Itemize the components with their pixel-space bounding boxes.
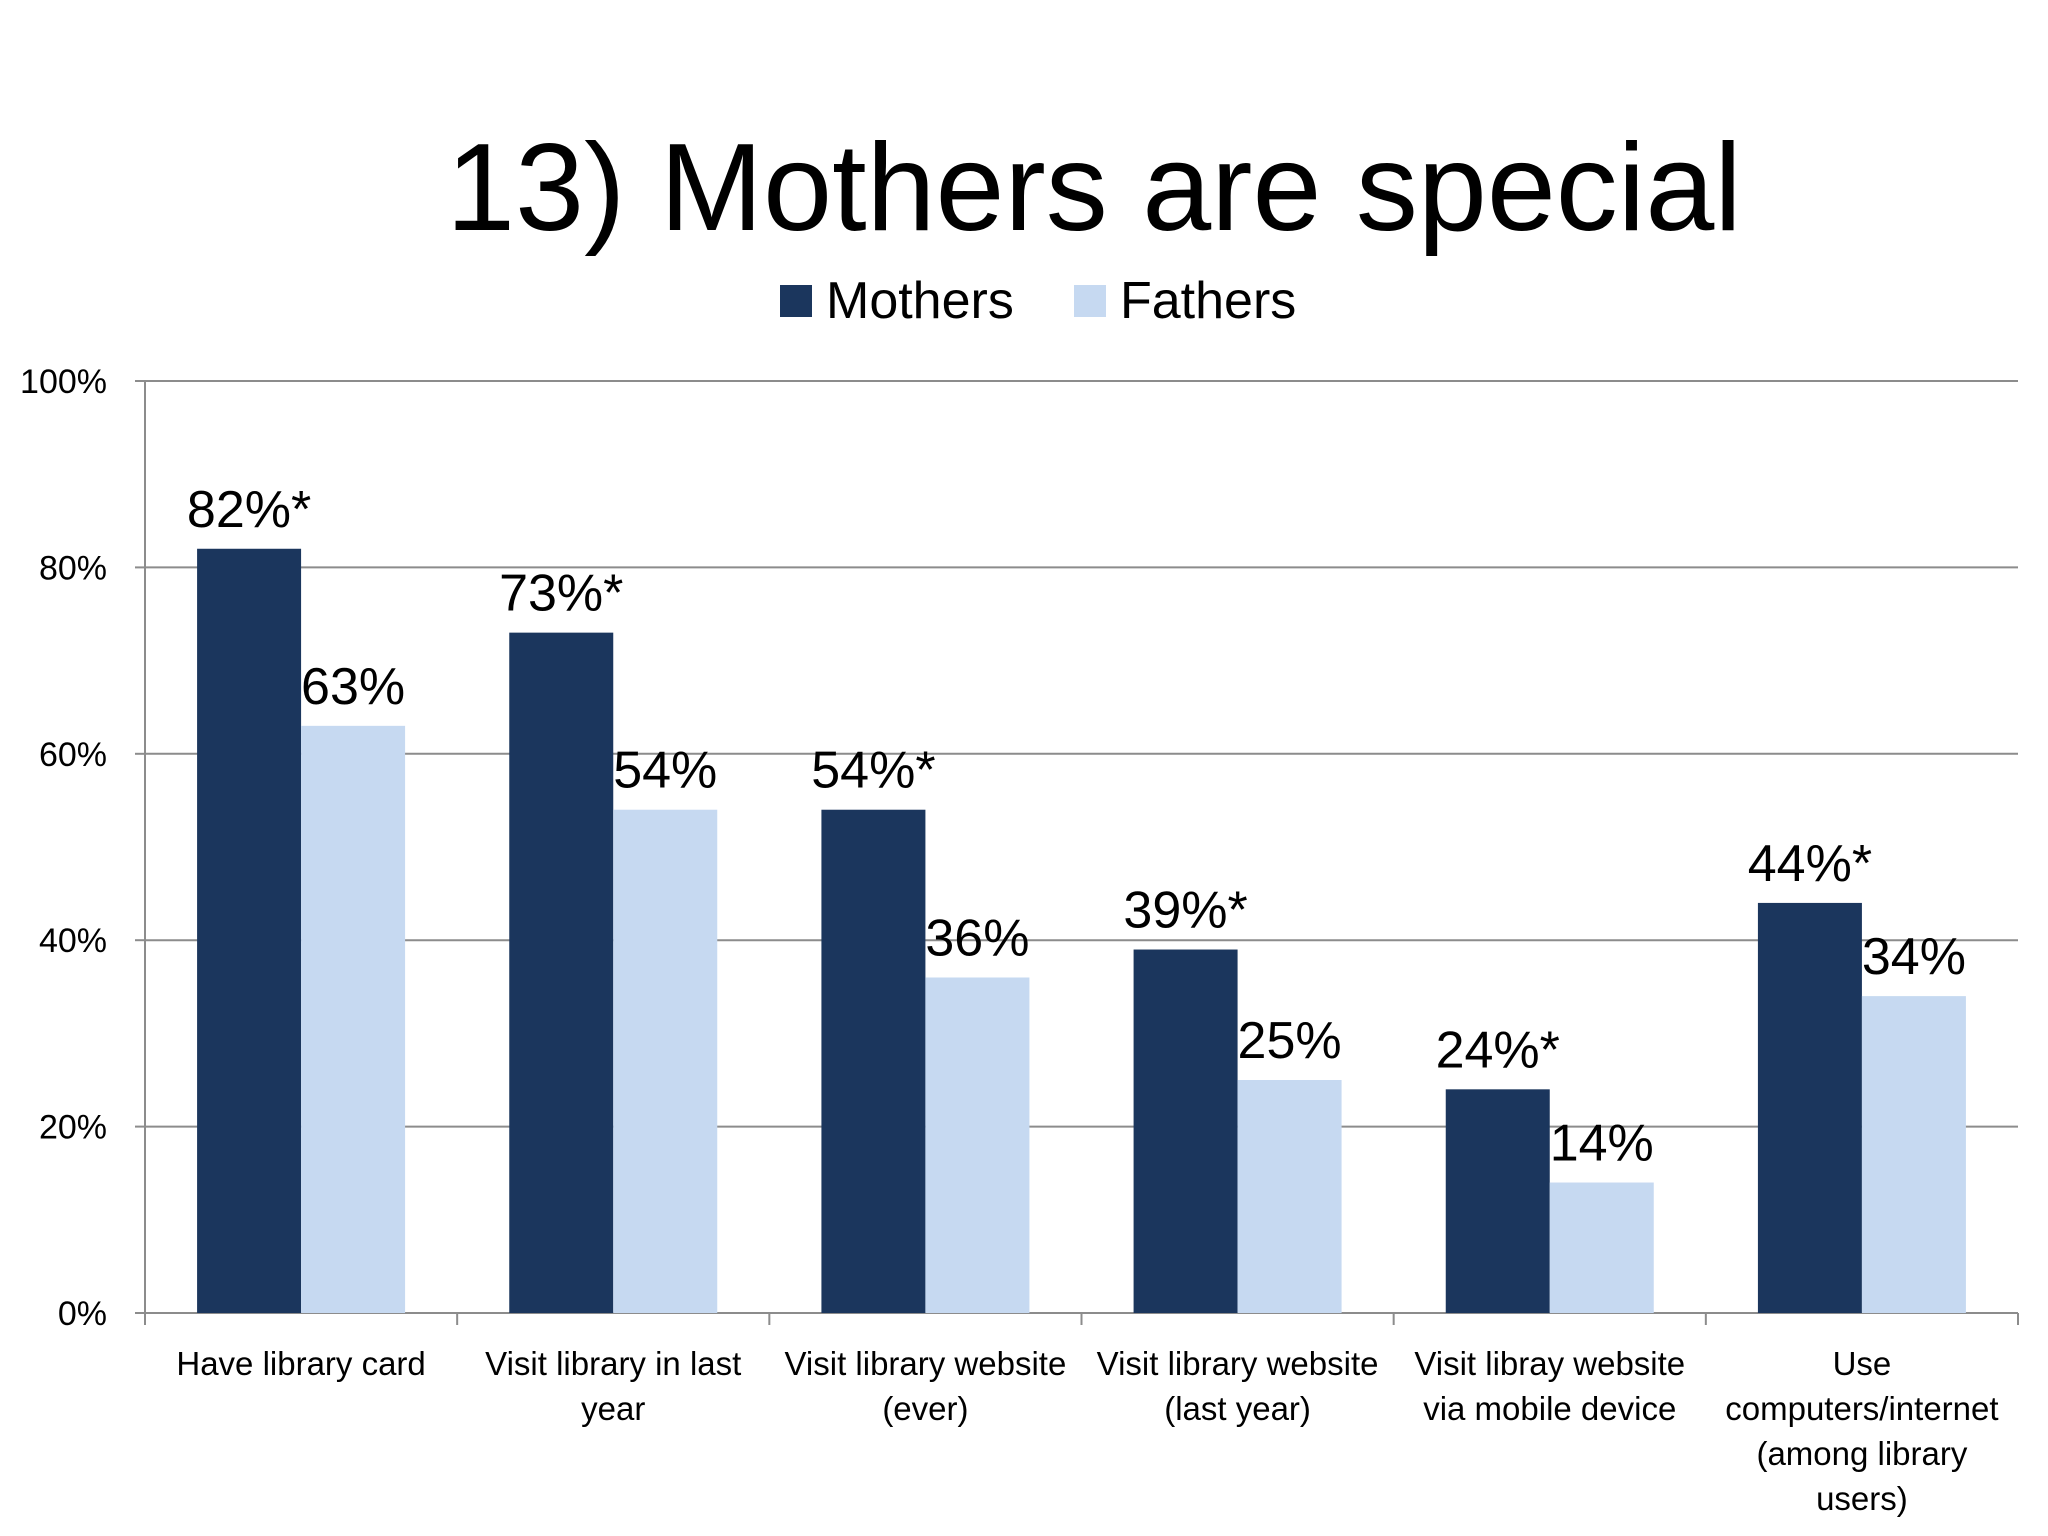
legend-swatch-mothers (780, 285, 812, 317)
x-tick-label-line: (ever) (882, 1390, 968, 1427)
data-label: 54% (613, 742, 717, 800)
bar-mothers (1445, 1089, 1550, 1313)
x-tick-label-line: Visit library in last (485, 1345, 741, 1382)
y-tick-label: 0% (58, 1295, 107, 1333)
x-tick-label-line: year (581, 1390, 645, 1427)
y-tick-label: 60% (39, 736, 107, 774)
axes (144, 381, 2019, 1325)
x-tick-label-line: (last year) (1164, 1390, 1311, 1427)
gridlines (145, 380, 2018, 1128)
legend-swatch-fathers (1074, 285, 1106, 317)
bar-fathers (301, 725, 406, 1313)
data-labels: 82%* 73%* 54%* 39%* 24%* 44%* 63% 54% 36% 25% 14% 3… (187, 481, 1966, 1173)
x-tick-label-line: via mobile device (1423, 1390, 1676, 1427)
data-label: 14% (1550, 1115, 1654, 1173)
y-axis-ticks: 0% 20% 40% 60% 80% 100% (20, 363, 145, 1333)
data-label: 82%* (187, 481, 311, 539)
data-label: 24%* (1436, 1021, 1560, 1079)
bar-fathers (613, 809, 718, 1313)
x-tick-label: Use computers/internet (among library users… (1725, 1345, 1998, 1517)
data-label: 54%* (811, 742, 935, 800)
x-tick-label-line: Use (1833, 1345, 1892, 1382)
x-tick-label: Have library card (176, 1345, 425, 1382)
y-tick-label: 100% (20, 363, 107, 401)
data-label: 36% (925, 909, 1029, 967)
legend: Mothers Fathers (780, 272, 1296, 330)
x-tick-label: Visit libray website via mobile device (1414, 1345, 1685, 1427)
x-tick-label-line: users) (1816, 1480, 1908, 1517)
bar-mothers (1133, 949, 1238, 1313)
bar-fathers (925, 977, 1030, 1313)
data-label: 63% (301, 658, 405, 716)
bar-fathers (1549, 1182, 1654, 1313)
y-tick-label: 80% (39, 549, 107, 587)
x-tick-label-line: Visit library website (1097, 1345, 1379, 1382)
bar-fathers (1861, 996, 1966, 1313)
bar-mothers (197, 548, 302, 1313)
bar-mothers (509, 632, 614, 1313)
x-tick-label: Visit library website (last year) (1097, 1345, 1379, 1427)
bar-fathers (1237, 1080, 1342, 1313)
data-label: 44%* (1748, 835, 1872, 893)
data-label: 34% (1862, 928, 1966, 986)
chart-title: 13) Mothers are special (446, 119, 1742, 257)
x-tick-label-line: computers/internet (1725, 1390, 1998, 1427)
x-tick-label-line: Visit library website (785, 1345, 1067, 1382)
bar-mothers (821, 809, 926, 1313)
data-label: 25% (1238, 1012, 1342, 1070)
bar-mothers (1757, 902, 1862, 1313)
y-tick-label: 40% (39, 922, 107, 960)
x-tick-label-line: (among library (1756, 1435, 1967, 1472)
x-tick-label: Visit library website (ever) (785, 1345, 1067, 1427)
x-tick-label-line: Visit libray website (1414, 1345, 1685, 1382)
legend-label-mothers: Mothers (826, 272, 1014, 330)
x-tick-label-line: Have library card (176, 1345, 425, 1382)
data-label: 39%* (1123, 882, 1247, 940)
bars (197, 548, 1966, 1313)
data-label: 73%* (499, 565, 623, 623)
y-tick-label: 20% (39, 1109, 107, 1147)
x-axis-ticks: Have library card Visit library in last ye… (176, 1345, 1998, 1517)
x-tick-label: Visit library in last year (485, 1345, 741, 1427)
legend-label-fathers: Fathers (1120, 272, 1296, 330)
